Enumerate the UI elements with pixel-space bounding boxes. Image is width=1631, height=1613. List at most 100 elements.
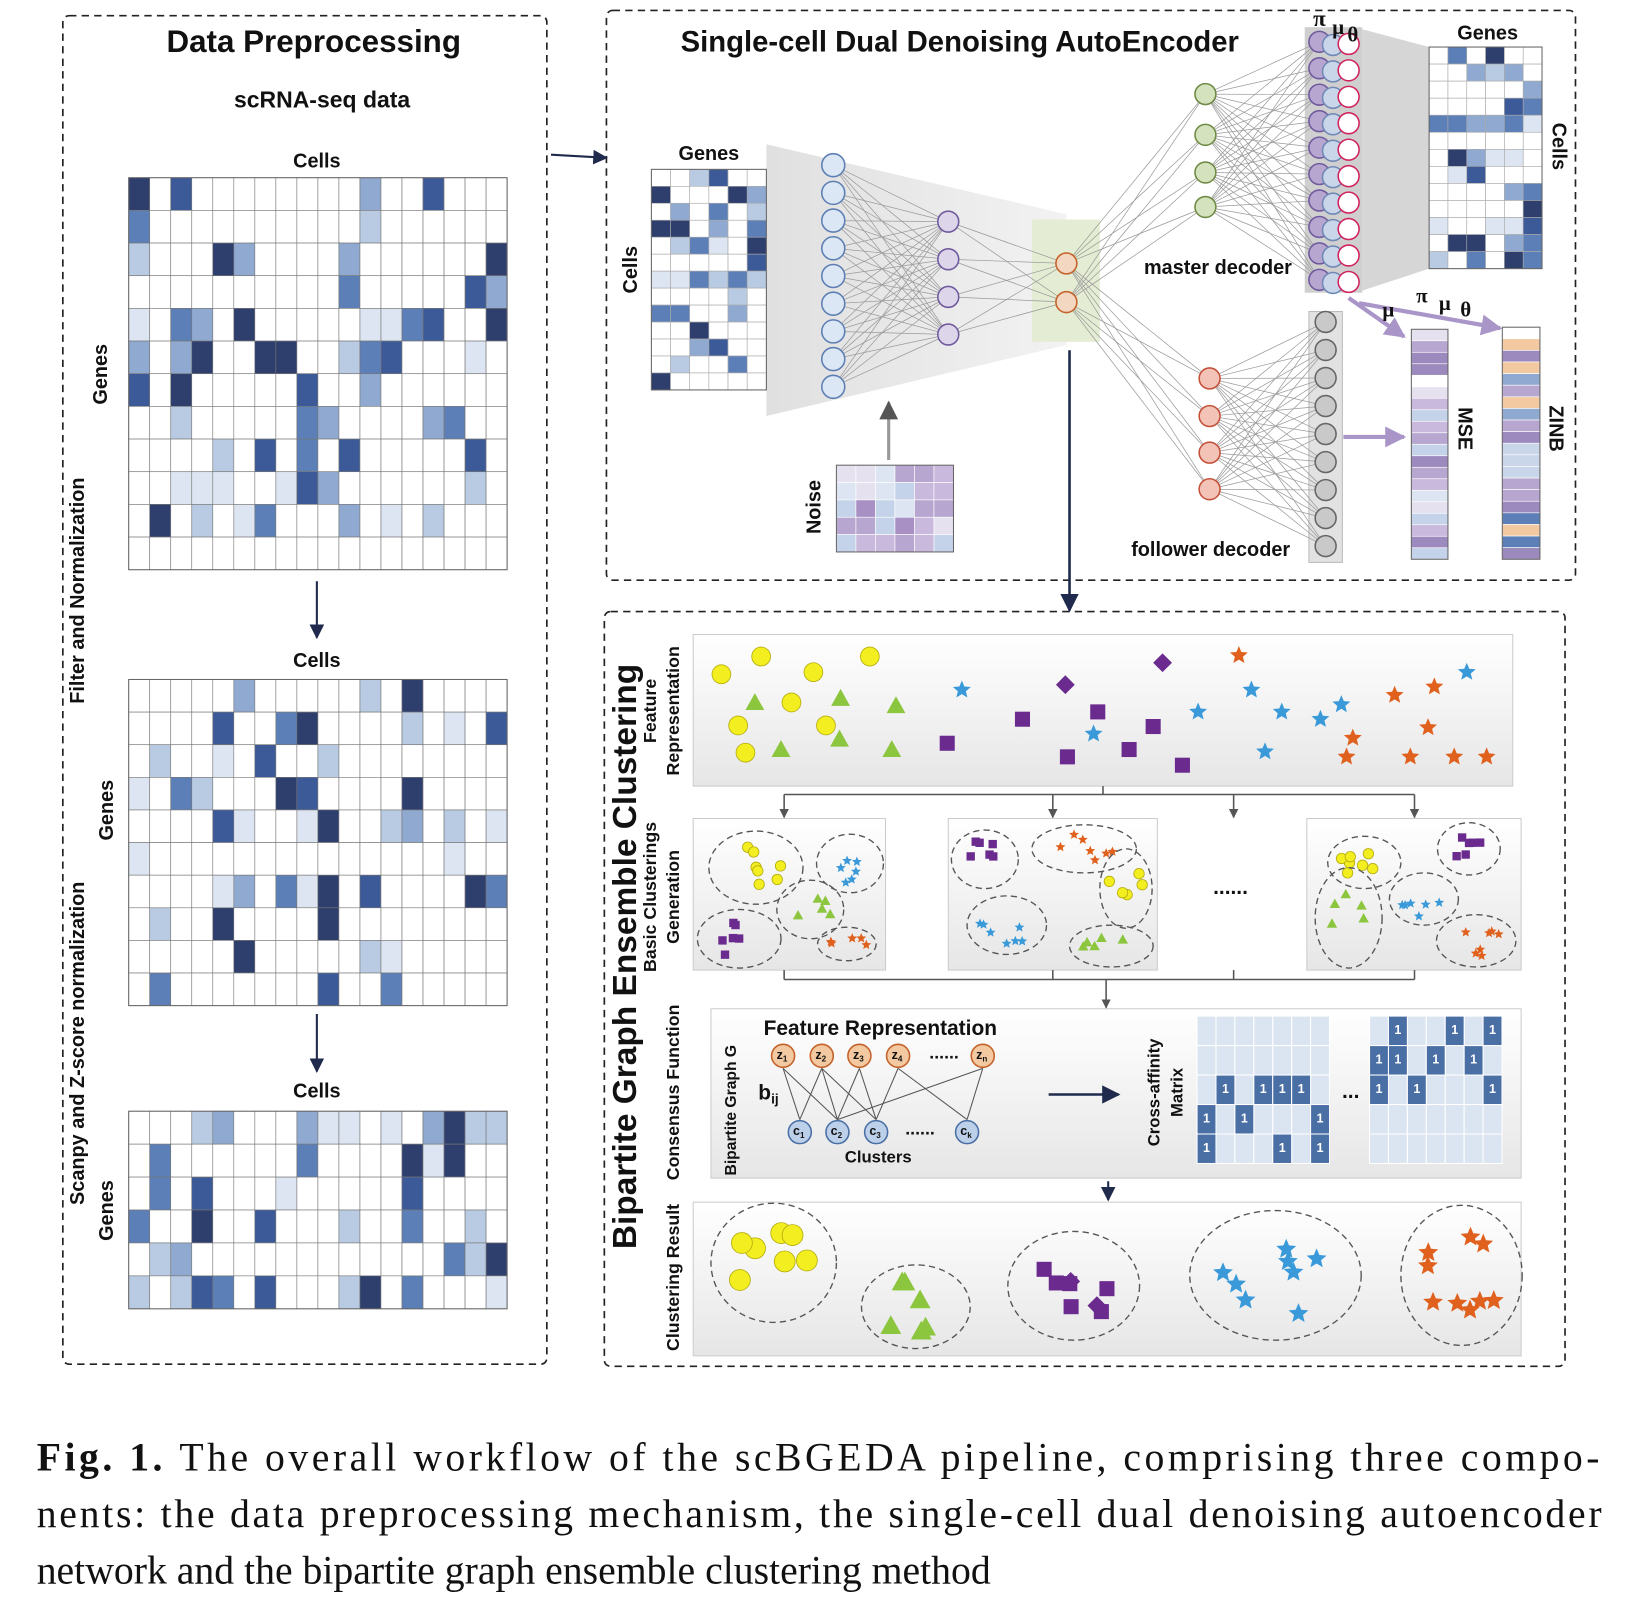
cell bbox=[401, 504, 424, 538]
cell bbox=[464, 1143, 487, 1178]
point bbox=[1256, 742, 1274, 760]
caption-label: Fig. 1. bbox=[37, 1436, 163, 1480]
cell bbox=[1447, 63, 1468, 82]
cell bbox=[401, 1176, 424, 1211]
cell bbox=[359, 972, 382, 1006]
cell bbox=[1485, 46, 1505, 65]
theta-node bbox=[1337, 270, 1360, 294]
cell bbox=[317, 340, 340, 375]
matrix-cell bbox=[1272, 1045, 1293, 1076]
point bbox=[1332, 695, 1351, 713]
cell bbox=[401, 1110, 424, 1145]
cell bbox=[1501, 419, 1541, 432]
cell bbox=[149, 438, 172, 473]
point bbox=[1090, 704, 1106, 720]
cell bbox=[422, 1209, 445, 1244]
cell bbox=[746, 372, 767, 391]
matrix-entry: 1 bbox=[1376, 1082, 1383, 1096]
cell bbox=[1501, 466, 1541, 479]
cell bbox=[746, 236, 767, 255]
master-node bbox=[1194, 123, 1217, 147]
cell bbox=[464, 809, 487, 843]
edge bbox=[1205, 134, 1320, 175]
edge bbox=[1209, 415, 1326, 463]
cell bbox=[128, 744, 151, 778]
cell bbox=[149, 711, 172, 746]
cell bbox=[1485, 149, 1505, 167]
matrix-cell bbox=[1196, 1074, 1217, 1106]
point bbox=[718, 936, 727, 945]
point bbox=[1107, 846, 1118, 856]
matrix-cell bbox=[1387, 1133, 1408, 1165]
edge bbox=[1066, 263, 1210, 379]
point bbox=[1078, 941, 1089, 951]
cell bbox=[1522, 46, 1543, 65]
cell bbox=[275, 1143, 298, 1178]
cell bbox=[1447, 217, 1468, 235]
edge bbox=[833, 220, 949, 335]
cell bbox=[296, 1242, 319, 1277]
cell bbox=[1501, 524, 1541, 537]
edge bbox=[833, 275, 949, 298]
point bbox=[1055, 675, 1075, 695]
cell bbox=[464, 874, 487, 909]
cell bbox=[233, 373, 256, 407]
subtitle: scRNA-seq data bbox=[234, 86, 410, 112]
noise-matrix bbox=[835, 464, 955, 553]
cell bbox=[1485, 183, 1505, 201]
cell bbox=[296, 711, 319, 746]
follower-output-node bbox=[1314, 450, 1337, 474]
matrix-entry: 1 bbox=[1317, 1141, 1324, 1155]
matrix-entry: 1 bbox=[1394, 1053, 1401, 1067]
edge bbox=[1209, 378, 1326, 491]
cell bbox=[464, 1275, 487, 1310]
cell bbox=[670, 202, 691, 221]
cell bbox=[338, 972, 361, 1006]
cell bbox=[296, 1143, 319, 1178]
cell bbox=[401, 1275, 424, 1310]
cell bbox=[689, 236, 710, 255]
edge bbox=[1209, 452, 1326, 491]
cell bbox=[422, 972, 445, 1006]
matrix-entry: 1 bbox=[1260, 1082, 1267, 1096]
cell bbox=[708, 169, 729, 187]
cell bbox=[317, 308, 340, 342]
symbol: z bbox=[777, 1048, 783, 1062]
cell bbox=[464, 340, 487, 375]
cell bbox=[170, 940, 193, 974]
z-node bbox=[885, 1043, 911, 1069]
cell bbox=[485, 1143, 508, 1178]
cell bbox=[464, 1209, 487, 1244]
cell bbox=[1428, 114, 1449, 133]
cell bbox=[317, 1143, 340, 1178]
master-node bbox=[1194, 195, 1217, 219]
cell bbox=[149, 373, 172, 407]
edge bbox=[1209, 377, 1326, 417]
point bbox=[748, 846, 760, 858]
subscript: 4 bbox=[898, 1055, 903, 1064]
caption-line: nents: the data preprocessing mechanism,… bbox=[37, 1492, 1602, 1536]
cell bbox=[1504, 251, 1524, 269]
point bbox=[1283, 1261, 1304, 1281]
graph-edge bbox=[875, 1068, 899, 1120]
point bbox=[880, 1315, 902, 1335]
matrix-entry: 1 bbox=[1489, 1082, 1496, 1096]
cell bbox=[254, 1176, 277, 1211]
cell bbox=[359, 504, 382, 538]
matrix-cell bbox=[1234, 1015, 1255, 1047]
caption-line: network and the bipartite graph ensemble… bbox=[37, 1548, 991, 1592]
cell bbox=[1411, 489, 1449, 503]
edge bbox=[1205, 206, 1320, 228]
cell bbox=[317, 1176, 340, 1211]
cluster-outline bbox=[710, 1202, 838, 1324]
cell bbox=[338, 874, 361, 909]
cell bbox=[170, 438, 193, 473]
cell bbox=[296, 777, 319, 811]
matrix-entry: 1 bbox=[1298, 1082, 1305, 1096]
follower-output-node bbox=[1314, 478, 1337, 502]
theta-node bbox=[1337, 164, 1360, 188]
axis-label: Genes bbox=[1457, 23, 1518, 45]
graph-edge bbox=[897, 1067, 968, 1121]
cell bbox=[380, 177, 403, 211]
cell bbox=[485, 536, 508, 571]
